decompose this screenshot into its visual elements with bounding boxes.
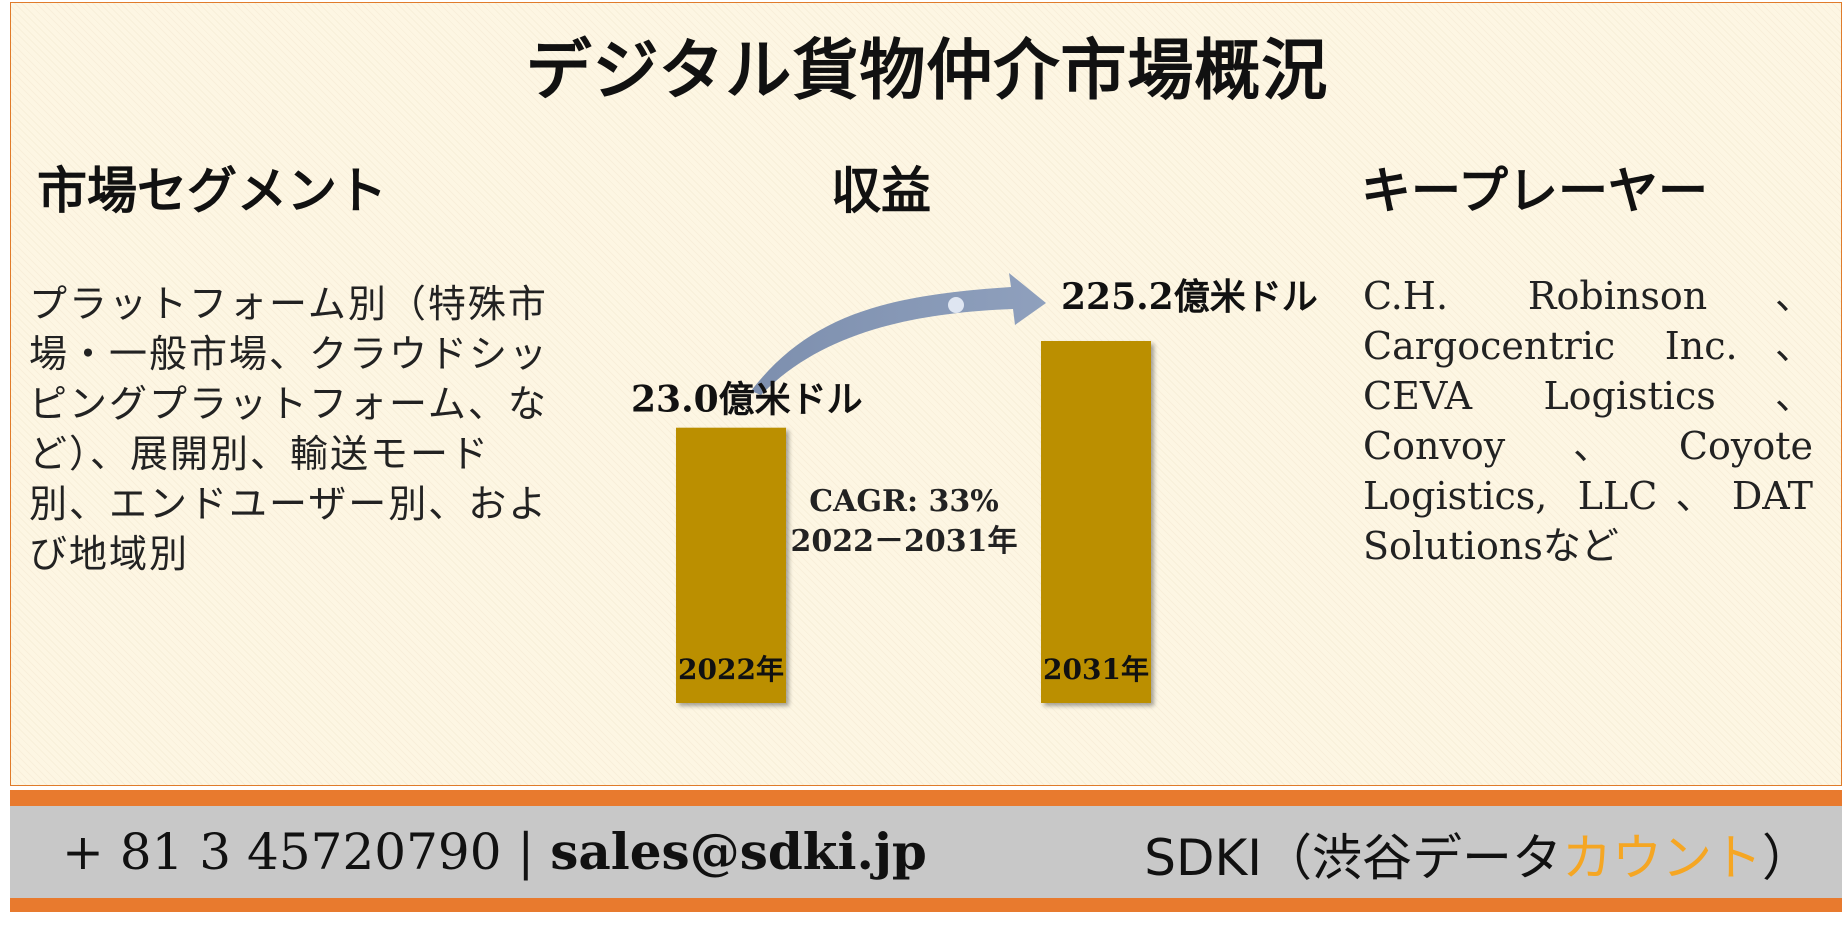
growth-arrow xyxy=(751,273,1046,395)
value-label-0: 23.0億米ドル xyxy=(631,379,863,421)
segments-heading: 市場セグメント xyxy=(37,161,387,220)
page-title: デジタル貨物仲介市場概況 xyxy=(525,31,1329,109)
bar-0 xyxy=(676,427,786,703)
key-players-text: C.H. Robinson、Cargocentric Inc.、CEVA Log… xyxy=(1363,274,1813,568)
cagr-label: CAGR: 33% xyxy=(809,484,998,519)
key-players-heading: キープレーヤー xyxy=(1361,161,1708,220)
revenue-chart: 2022年 23.0億米ドル 2031年 225.2億米ドル CAGR: 33% 20… xyxy=(631,273,1318,703)
phone-number[interactable]: + 81 3 45720790 xyxy=(62,823,502,881)
overview-panel: デジタル貨物仲介市場概況 市場セグメント 収益 キープレーヤー プラットフォーム… xyxy=(10,2,1842,786)
cagr-period-label: 2022－2031年 xyxy=(791,524,1018,559)
brand-name: SDKI（渋谷データカウント） xyxy=(1144,818,1812,890)
footer: + 81 3 45720790 | sales@sdki.jp SDKI（渋谷デ… xyxy=(10,790,1842,912)
contact-info: + 81 3 45720790 | sales@sdki.jp xyxy=(62,822,927,881)
brand-accent: カウント xyxy=(1562,829,1762,887)
email-link[interactable]: sales@sdki.jp xyxy=(550,822,927,881)
value-label-1: 225.2億米ドル xyxy=(1061,276,1318,318)
revenue-heading: 収益 xyxy=(831,161,931,220)
footer-accent-bar-bottom xyxy=(10,898,1842,912)
footer-accent-bar-top xyxy=(10,790,1842,806)
contact-separator: | xyxy=(517,823,535,881)
arrow-highlight xyxy=(948,297,964,313)
bar-1 xyxy=(1041,341,1151,703)
brand-prefix: SDKI（渋谷データ xyxy=(1144,829,1562,887)
brand-suffix: ） xyxy=(1762,829,1812,887)
category-label-0: 2022年 xyxy=(678,653,784,686)
segments-text: プラットフォーム別（特殊市場・一般市場、クラウドシッピングプラットフォーム、など… xyxy=(29,282,550,576)
category-label-1: 2031年 xyxy=(1043,653,1149,686)
